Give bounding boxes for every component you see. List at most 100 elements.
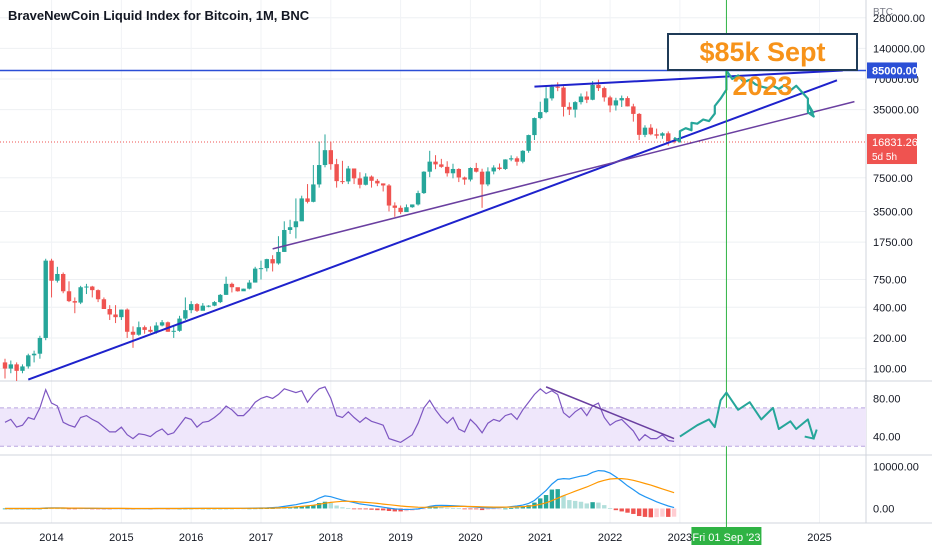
candle-body — [171, 330, 176, 332]
x-tick-label: 2021 — [528, 532, 552, 544]
macd-histogram-bar — [584, 503, 589, 509]
candle-body — [532, 118, 537, 136]
candle-body — [450, 168, 456, 174]
candle-body — [14, 364, 19, 371]
macd-histogram-bar — [456, 508, 462, 510]
candle-body — [666, 133, 671, 142]
candle-body — [386, 185, 392, 206]
candle-body — [584, 96, 589, 100]
x-tick-label: 2018 — [319, 532, 343, 544]
candle-body — [299, 198, 304, 222]
candle-body — [404, 207, 409, 213]
candle-body — [55, 273, 60, 281]
candle-body — [194, 304, 200, 311]
candle-body — [84, 286, 89, 288]
candle-body — [514, 158, 520, 162]
candle-body — [212, 302, 217, 306]
x-tick-label: 2016 — [179, 532, 203, 544]
candle-body — [113, 314, 118, 318]
candle-body — [270, 259, 275, 264]
candle-body — [555, 86, 560, 88]
candle-body — [31, 353, 37, 356]
macd-histogram-bar — [328, 503, 334, 509]
macd-histogram-bar — [474, 508, 479, 510]
macd-histogram-bar — [363, 508, 368, 510]
candle-body — [328, 150, 334, 165]
candle-body — [78, 287, 83, 303]
candle-body — [380, 183, 386, 186]
candle-body — [136, 327, 142, 335]
candle-body — [590, 84, 595, 100]
macd-histogram-bar — [375, 508, 380, 511]
price-projection — [673, 69, 815, 143]
crosshair-date-label: Fri 01 Sep '23 — [692, 532, 760, 544]
candle-body — [241, 288, 246, 292]
candle-body — [322, 150, 328, 166]
macd-histogram-bar — [439, 507, 444, 509]
candle-body — [572, 102, 578, 110]
candle-countdown-label: 5d 5h — [872, 152, 897, 163]
rsi-projection — [679, 391, 815, 439]
candle-body — [49, 260, 54, 281]
candle-body — [305, 198, 310, 202]
macd-histogram-bar — [636, 508, 642, 517]
candle-body — [252, 268, 258, 283]
candle-body — [549, 86, 555, 99]
candle-body — [95, 290, 101, 300]
candle-body — [485, 171, 491, 185]
price-tick-label: 280000.00 — [873, 13, 925, 25]
support-line — [272, 100, 855, 250]
rsi-pane — [0, 386, 866, 447]
macd-histogram-bar — [567, 500, 572, 509]
candle-body — [218, 294, 223, 303]
macd-histogram-bar — [66, 508, 72, 510]
macd-histogram-bar — [444, 507, 450, 509]
candle-body — [177, 318, 182, 331]
rsi-tick-label: 40.00 — [873, 432, 901, 444]
macd-histogram-bar — [340, 507, 345, 509]
candle-body — [526, 135, 531, 151]
rsi-axis: 80.00 40.00 — [873, 393, 901, 443]
candle-body — [619, 98, 624, 101]
macd-histogram-bar — [334, 505, 339, 509]
candle-body — [503, 159, 508, 169]
macd-histogram-bar — [479, 508, 485, 511]
candle-body — [497, 167, 502, 169]
macd-axis: 10000.00 0.00 — [873, 461, 919, 515]
macd-histogram-bar — [561, 495, 566, 509]
macd-histogram-bar — [642, 508, 648, 517]
chart-title: BraveNewCoin Liquid Index for Bitcoin, 1… — [8, 8, 310, 23]
candle-body — [456, 168, 462, 178]
rsi-line — [4, 386, 675, 444]
x-tick-label: 2017 — [249, 532, 273, 544]
candle-body — [293, 221, 299, 228]
macd-histogram-bar — [538, 498, 543, 509]
macd-histogram-bar — [625, 508, 630, 513]
macd-histogram-bar — [357, 508, 363, 510]
candle-body — [90, 286, 95, 291]
x-tick-label: 2015 — [109, 532, 133, 544]
macd-histogram-bar — [613, 508, 619, 511]
candle-body — [282, 229, 287, 252]
candle-body — [148, 329, 153, 332]
macd-histogram-bar — [346, 507, 351, 509]
candles — [2, 79, 677, 381]
candle-body — [346, 168, 351, 182]
candle-body — [421, 171, 427, 194]
candle-body — [235, 287, 240, 292]
rsi-trendline — [545, 386, 675, 440]
candle-body — [43, 260, 48, 338]
price-gridlines — [0, 17, 866, 370]
price-tick-label: 200.00 — [873, 333, 907, 345]
candle-body — [433, 161, 438, 165]
macd-histogram-bar — [508, 508, 514, 509]
macd-histogram-bar — [491, 508, 496, 510]
candle-body — [427, 161, 432, 172]
price-tick-label: 3500.00 — [873, 206, 913, 218]
candle-body — [648, 127, 653, 135]
macd-histogram-bar — [311, 505, 316, 509]
last-price-label: 16831.26 — [872, 137, 918, 149]
macd-histogram-bar — [485, 508, 491, 510]
price-tick-label: 7500.00 — [873, 173, 913, 185]
